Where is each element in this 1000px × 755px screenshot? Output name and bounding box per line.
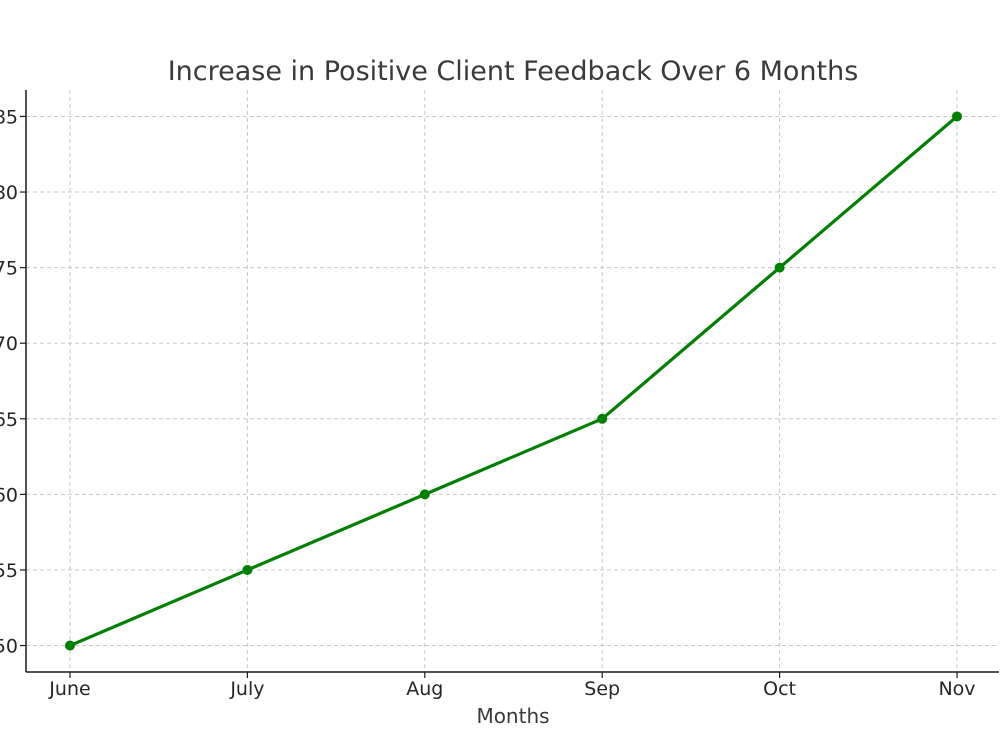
x-tick-label-4: Oct <box>763 678 796 700</box>
x-axis-label: Months <box>476 704 549 728</box>
data-point-oct <box>774 262 785 273</box>
data-point-nov <box>952 111 962 122</box>
data-point-sep <box>597 413 608 424</box>
axes <box>20 90 999 678</box>
y-tick-label-7: 85 <box>0 106 18 128</box>
data-point-aug <box>419 489 430 500</box>
grid-lines <box>26 90 999 672</box>
chart-title: Increase in Positive Client Feedback Ove… <box>168 56 859 87</box>
data-point-july <box>242 564 253 575</box>
x-tick-label-0: June <box>48 678 90 700</box>
y-tick-label-4: 70 <box>0 333 18 355</box>
data-point-june <box>65 640 75 651</box>
x-tick-label-5: Nov <box>938 678 975 700</box>
y-tick-label-5: 75 <box>0 258 18 280</box>
series-layer <box>65 111 962 651</box>
x-tick-labels: June July Aug Sep Oct Nov <box>48 678 975 700</box>
y-tick-label-3: 65 <box>0 409 18 431</box>
y-tick-label-1: 55 <box>0 560 18 582</box>
y-tick-label-6: 80 <box>0 182 18 204</box>
x-tick-label-2: Aug <box>406 678 443 700</box>
x-tick-label-1: July <box>229 678 264 700</box>
y-tick-label-2: 60 <box>0 484 18 506</box>
x-tick-label-3: Sep <box>584 678 620 700</box>
series-line-0 <box>69 115 959 648</box>
y-tick-labels: 50 55 60 65 70 75 80 85 <box>0 106 18 657</box>
y-tick-label-0: 50 <box>0 636 18 658</box>
